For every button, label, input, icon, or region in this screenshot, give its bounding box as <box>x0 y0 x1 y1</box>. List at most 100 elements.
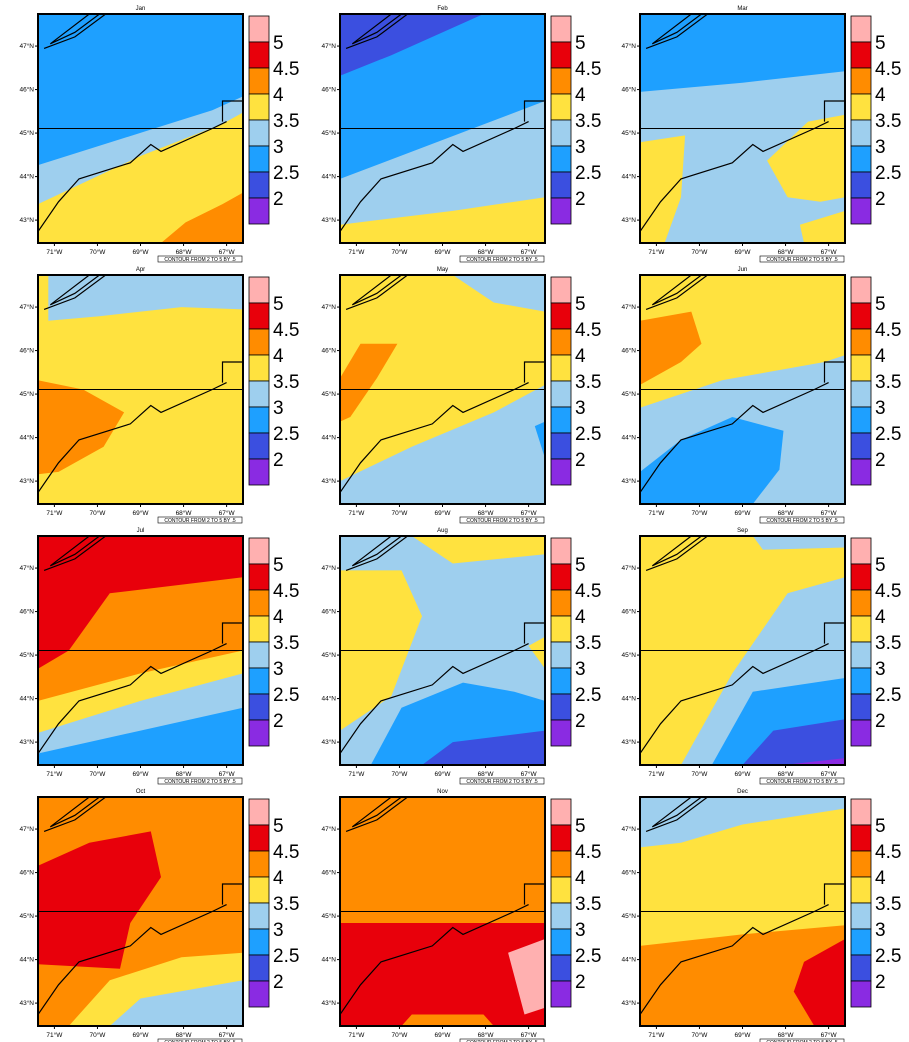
colorbar-swatch <box>550 563 572 591</box>
lat-tick-label: 46°N <box>621 86 636 94</box>
colorbar-swatch <box>550 954 572 982</box>
lon-tick-label: 68°W <box>778 770 795 778</box>
contour-region-2 <box>161 192 243 243</box>
lat-tick-label: 47°N <box>621 564 636 572</box>
colorbar-swatch <box>550 197 572 225</box>
lon-tick-label: 71°W <box>46 509 63 517</box>
colorbar-swatch <box>850 824 872 852</box>
colorbar-swatch <box>248 693 270 721</box>
lat-tick-label: 44°N <box>621 434 636 442</box>
lon-tick-label: 71°W <box>348 1031 365 1039</box>
colorbar-swatch <box>850 719 872 747</box>
colorbar-label: 4.5 <box>575 842 601 863</box>
lon-tick-label: 70°W <box>391 509 408 517</box>
contour-note-box <box>157 777 243 785</box>
contour-note-box <box>459 1038 545 1042</box>
colorbar-swatch <box>550 93 572 121</box>
contour-note: CONTOUR FROM 2 TO 5 BY .5 <box>466 1040 538 1042</box>
lon-tick-label: 69°W <box>435 248 452 256</box>
lon-tick-label: 69°W <box>735 509 752 517</box>
border-line <box>221 100 243 122</box>
colorbar-label: 4.5 <box>875 581 901 602</box>
lon-tick-label: 68°W <box>778 509 795 517</box>
lat-tick-label: 45°N <box>19 651 34 659</box>
colorbar-swatch <box>850 980 872 1008</box>
contour-region-1 <box>340 343 398 422</box>
contour-region-4 <box>783 758 845 765</box>
contour-note-box <box>157 255 243 263</box>
lat-tick-label: 45°N <box>19 912 34 920</box>
colorbar-swatch <box>248 302 270 330</box>
map-panel-apr: Apr 47°N 46°N 45°N 44°N 43°N 71°W 70°W 69°W 68°W 6… <box>19 267 299 524</box>
colorbar-label: 2 <box>273 189 284 210</box>
contour-region-0 <box>340 923 545 1026</box>
colorbar-swatch <box>550 171 572 199</box>
northern-border <box>43 275 107 310</box>
lat-tick-label: 44°N <box>621 695 636 703</box>
lon-tick-label: 70°W <box>691 248 708 256</box>
colorbar-swatch <box>850 302 872 330</box>
colorbar-swatch <box>850 850 872 878</box>
colorbar-label: 5 <box>575 816 586 837</box>
colorbar-label: 5 <box>273 816 284 837</box>
colorbar-swatch <box>850 798 872 826</box>
colorbar-swatch <box>550 902 572 930</box>
colorbar-label: 3 <box>273 398 284 419</box>
colorbar-swatch <box>850 67 872 95</box>
colorbar-swatch <box>850 354 872 382</box>
colorbar-label: 4 <box>273 868 284 889</box>
colorbar-swatch <box>248 458 270 486</box>
colorbar-label: 4 <box>575 868 586 889</box>
colorbar-label: 3.5 <box>273 372 299 393</box>
colorbar-label: 2.5 <box>875 163 901 184</box>
colorbar-swatch <box>850 171 872 199</box>
colorbar-swatch <box>550 15 572 43</box>
colorbar-swatch <box>248 980 270 1008</box>
coastline <box>640 382 829 493</box>
border-line <box>523 361 545 383</box>
lat-tick-label: 46°N <box>19 869 34 877</box>
colorbar-swatch <box>248 876 270 904</box>
colorbar-label: 4 <box>875 85 886 106</box>
contour-region-1 <box>38 112 243 243</box>
lat-tick-label: 46°N <box>621 608 636 616</box>
lon-tick-label: 68°W <box>478 770 495 778</box>
colorbar-swatch <box>850 458 872 486</box>
colorbar-swatch <box>850 537 872 565</box>
panel-title: Apr <box>136 267 145 273</box>
colorbar-swatch <box>248 537 270 565</box>
colorbar-label: 5 <box>575 555 586 576</box>
lon-tick-label: 67°W <box>521 248 538 256</box>
colorbar-label: 3.5 <box>273 633 299 654</box>
colorbar-swatch <box>550 980 572 1008</box>
lat-tick-label: 44°N <box>321 173 336 181</box>
northern-border <box>645 797 709 832</box>
colorbar-label: 4.5 <box>575 59 601 80</box>
colorbar-swatch <box>850 41 872 69</box>
lon-tick-label: 71°W <box>348 509 365 517</box>
map-panel-mar: Mar 47°N 46°N 45°N 44°N 43°N 71°W 70°W 69°W 68°W 6… <box>621 6 901 263</box>
contour-note-box <box>459 255 545 263</box>
lon-tick-label: 71°W <box>46 1031 63 1039</box>
coastline <box>38 382 227 493</box>
colorbar-swatch <box>550 328 572 356</box>
contour-note: CONTOUR FROM 2 TO 5 BY .5 <box>164 257 236 263</box>
contour-region-2 <box>640 417 784 504</box>
lon-tick-label: 69°W <box>133 509 150 517</box>
coastline <box>640 643 829 754</box>
panel-title: Dec <box>737 789 748 795</box>
lat-tick-label: 44°N <box>621 956 636 964</box>
colorbar-swatch <box>850 145 872 173</box>
colorbar-swatch <box>550 876 572 904</box>
contour-note-box <box>157 516 243 524</box>
lon-tick-label: 69°W <box>133 770 150 778</box>
colorbar-swatch <box>248 667 270 695</box>
colorbar-swatch <box>550 276 572 304</box>
lat-tick-label: 43°N <box>19 999 34 1007</box>
map-panel-aug: Aug 47°N 46°N 45°N 44°N 43°N 71°W 70°W 69°W 68°W 6… <box>321 528 601 785</box>
colorbar-label: 2.5 <box>875 424 901 445</box>
lon-tick-label: 71°W <box>46 770 63 778</box>
contour-region-0 <box>38 831 161 969</box>
colorbar-label: 2.5 <box>575 946 601 967</box>
colorbar-label: 4.5 <box>875 320 901 341</box>
